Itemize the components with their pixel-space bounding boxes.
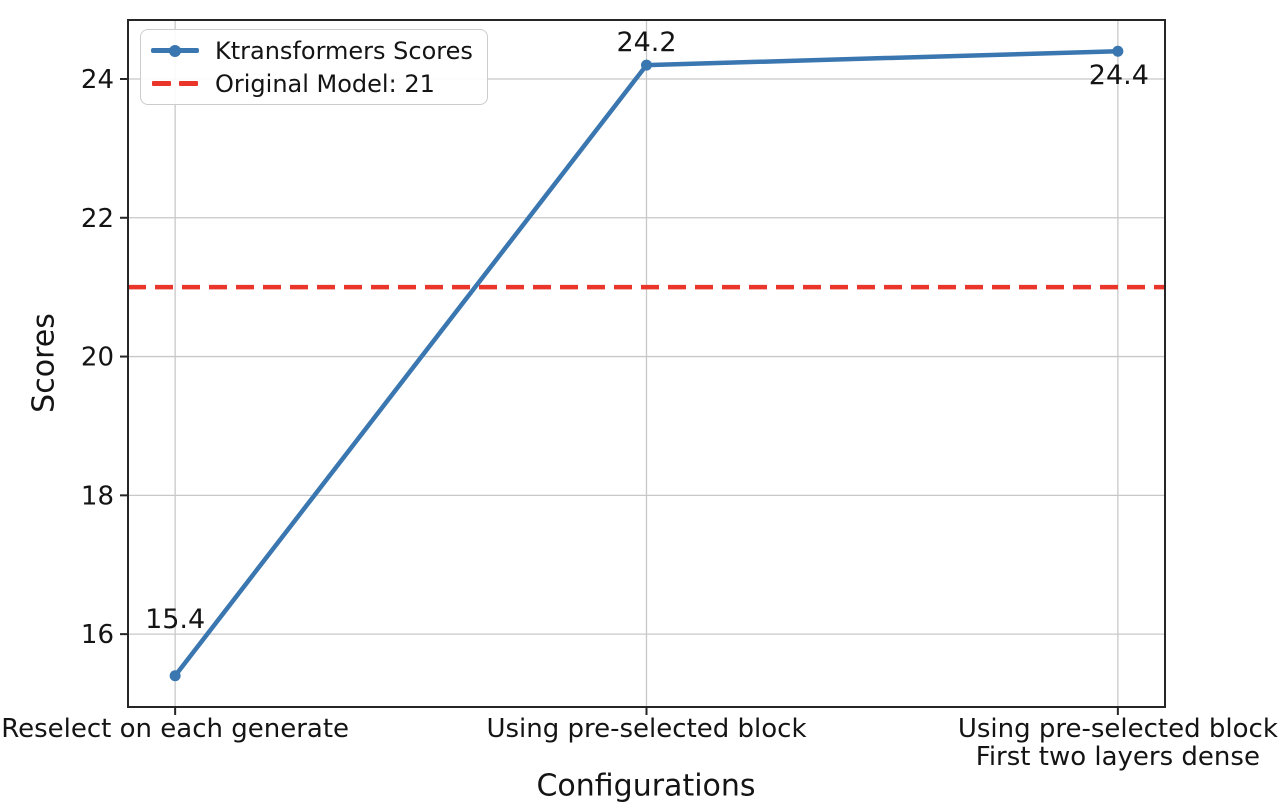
value-annotation: 24.4 [1089,60,1149,91]
baseline-dash-swatch [152,81,171,86]
y-tick-label: 24 [81,65,114,95]
baseline-dash-swatch [179,81,198,86]
baseline-dashes [152,81,198,86]
data-point-marker [169,670,181,682]
x-tick-label: Using pre-selected block [486,714,806,744]
legend-series-label: Ktransformers Scores [215,36,473,65]
y-axis-title: Scores [26,313,62,413]
x-tick-label: Using pre-selected block First two layers… [958,714,1278,772]
legend-item-series: Ktransformers Scores [151,36,473,65]
data-point-marker [1112,45,1124,57]
legend: Ktransformers Scores Original Model: 21 [140,29,488,105]
y-tick-label: 22 [81,204,114,234]
baseline-dash-sample-icon [151,81,199,86]
x-tick-label: Reselect on each generate [1,714,349,744]
y-tick-label: 18 [81,481,114,511]
value-annotation: 15.4 [145,604,205,635]
y-tick-label: 20 [81,343,114,373]
x-axis-title: Configurations [536,768,756,803]
plot-border [127,19,1166,708]
legend-item-baseline: Original Model: 21 [151,69,473,98]
value-annotation: 24.2 [616,27,676,58]
series-marker-swatch [169,44,181,57]
legend-baseline-label: Original Model: 21 [215,69,435,98]
y-tick-label: 16 [81,620,114,650]
data-point-marker [641,59,652,71]
series-line-sample-icon [151,44,199,57]
